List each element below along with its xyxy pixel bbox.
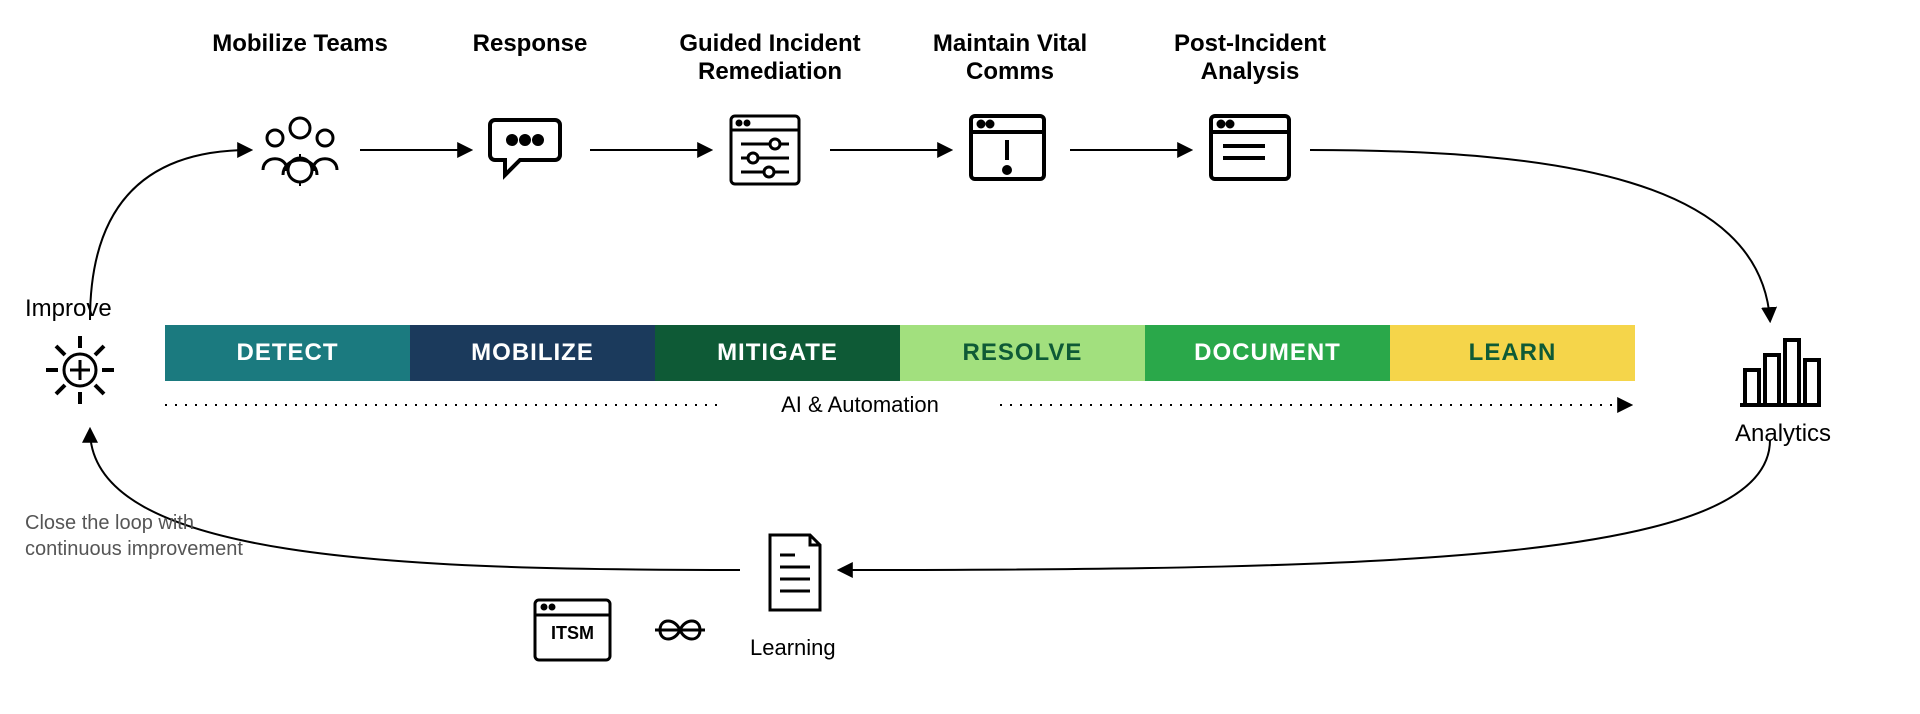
document-icon [760,530,830,620]
step-label: Mobilize Teams [200,30,400,58]
phase-bar: DETECTMOBILIZEMITIGATERESOLVEDOCUMENTLEA… [165,325,1635,381]
alert-window-icon [965,110,1050,190]
sliders-icon [725,110,805,195]
analytics-label: Analytics [1735,420,1831,448]
improve-label: Improve [25,295,112,323]
close-loop-caption: Close the loop with continuous improveme… [25,510,243,562]
chat-icon [485,110,565,190]
step-label: Maintain Vital Comms [910,30,1110,86]
report-window-icon [1205,110,1295,190]
step-label: Guided Incident Remediation [670,30,870,86]
infinity-icon [650,610,710,655]
phase-document: DOCUMENT [1145,325,1390,381]
itsm-text: ITSM [530,623,615,644]
phase-resolve: RESOLVE [900,325,1145,381]
phase-mitigate: MITIGATE [655,325,900,381]
bar-chart-icon [1735,330,1825,415]
ai-automation-label: AI & Automation [720,392,1000,418]
step-label: Post-Incident Analysis [1150,30,1350,86]
phase-detect: DETECT [165,325,410,381]
learning-label: Learning [750,635,836,661]
step-label: Response [430,30,630,58]
itsm-icon: ITSM [530,595,615,670]
teams-icon [255,110,345,195]
gear-plus-icon [40,330,120,415]
phase-mobilize: MOBILIZE [410,325,655,381]
phase-learn: LEARN [1390,325,1635,381]
